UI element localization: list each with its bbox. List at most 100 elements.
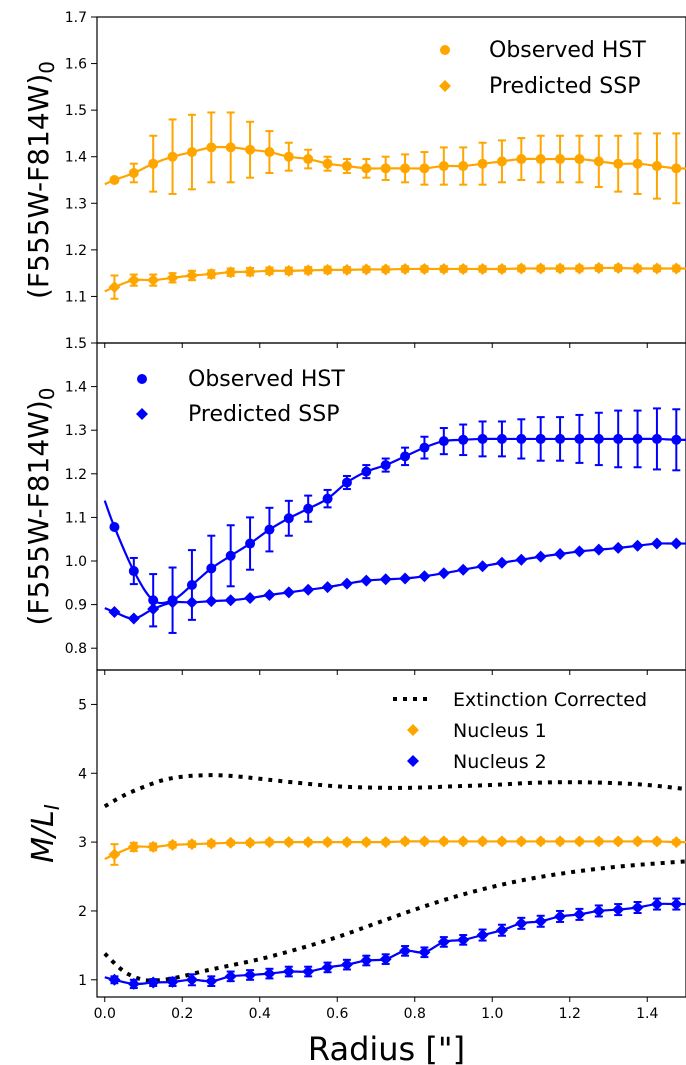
legend-label: Predicted SSP [188,402,339,427]
legend-swatch [407,755,419,767]
dotted-line [103,773,686,809]
y-axis-label: (F555W-F814W)0 [22,61,59,299]
data-point [321,961,334,974]
data-point [476,262,489,275]
plot-frame [96,342,686,671]
data-point [302,965,315,978]
data-point [438,436,449,447]
x-tick-label: 0.6 [326,1006,348,1022]
data-point [670,537,683,550]
legend-swatch [136,408,148,420]
y-tick-label: 0.9 [65,598,87,614]
data-point [244,592,257,605]
data-point [379,573,392,586]
data-point [302,583,315,596]
data-point [612,835,625,848]
data-point [283,513,294,524]
data-point [419,442,430,453]
data-point [322,158,333,169]
data-point [108,848,121,861]
data-point [554,548,567,561]
y-tick-label: 1.5 [65,103,87,119]
data-point [166,596,179,609]
data-point [205,268,218,281]
data-point [380,460,391,471]
data-point [476,835,489,848]
data-point [496,156,507,167]
data-point [651,433,662,444]
data-point [263,836,276,849]
data-point [593,156,604,167]
data-point [166,838,179,851]
data-point [282,836,295,849]
data-point [670,898,683,911]
data-point [515,553,528,566]
data-point [264,524,275,535]
data-point [476,929,489,942]
data-point [225,550,236,561]
data-point [631,262,644,275]
series-extinction-corrected [103,773,686,809]
data-point [361,466,372,477]
data-point [612,903,625,916]
data-point [379,836,392,849]
data-point [458,434,469,445]
data-point [534,835,547,848]
data-point [108,281,121,294]
data-point [650,262,663,275]
y-tick-label: 1.3 [65,196,87,212]
data-point [495,835,508,848]
x-tick-label: 0.8 [404,1006,426,1022]
data-point [244,968,257,981]
legend-swatch [137,374,147,384]
data-point [400,451,411,462]
legend-swatch [439,80,451,92]
data-point [244,265,257,278]
data-point [380,163,391,174]
data-point [185,838,198,851]
series-nucleus-1 [104,835,686,866]
y-tick-label: 3 [78,835,87,851]
data-point [671,163,682,174]
data-point [303,154,314,165]
series-curve [103,859,686,983]
data-point [360,836,373,849]
data-point [340,836,353,849]
data-point [650,537,663,550]
data-point [205,975,218,988]
legend-label: Observed HST [188,367,345,392]
panel-1: 1.1 1.2 1.3 1.4 1.5 1.6 1.7 (F555W-F814W)0 Obser… [22,10,686,348]
data-point [244,836,257,849]
data-point [573,908,586,921]
series-observed-hst [104,111,686,205]
data-point [185,973,198,986]
data-point [437,262,450,275]
legend-swatch [407,724,419,736]
data-point [555,433,566,444]
series-nucleus-2 [104,897,686,990]
legend-entry: Observed HST [137,367,345,392]
data-point [400,163,411,174]
data-point [457,933,470,946]
legend-label: Nucleus 1 [453,720,547,742]
dotted-line [103,859,686,983]
x-tick-label: 1.4 [636,1006,658,1022]
data-point [573,545,586,558]
data-point [573,835,586,848]
data-point [399,944,412,957]
data-point [476,560,489,573]
data-point [554,910,567,923]
data-point [437,935,450,948]
data-point [477,158,488,169]
data-point [128,168,139,179]
data-point [592,835,605,848]
data-point [127,840,140,853]
data-point [438,161,449,172]
legend-label: Observed HST [489,38,646,63]
data-point [109,521,120,532]
data-point [574,433,585,444]
data-point [516,154,527,165]
data-point [321,581,334,594]
data-point [360,574,373,587]
y-tick-label: 1.1 [65,289,87,305]
